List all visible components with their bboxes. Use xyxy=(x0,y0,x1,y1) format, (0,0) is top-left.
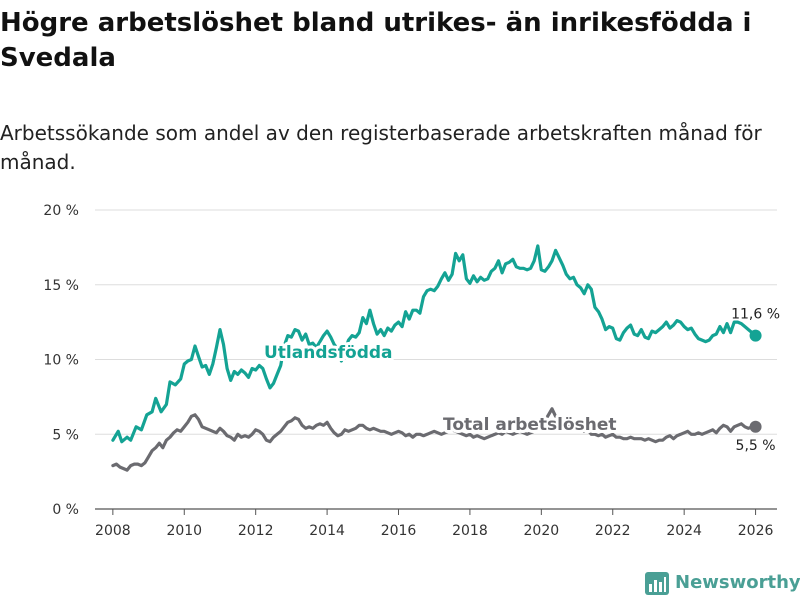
bar-chart-logo-icon xyxy=(645,572,669,595)
series-name-label-total: Total arbetslöshet xyxy=(443,415,617,435)
x-tick-label: 2022 xyxy=(595,523,631,539)
series-name-label-utlandsfodda: Utlandsfödda xyxy=(264,343,393,363)
newsworthy-logo[interactable]: Newsworthy xyxy=(645,569,800,595)
x-tick-label: 2014 xyxy=(309,523,345,539)
x-tick-label: 2010 xyxy=(166,523,202,539)
series-end-label-total: 5,5 % xyxy=(736,438,776,454)
y-tick-label: 0 % xyxy=(52,502,79,518)
chart-title: Högre arbetslöshet bland utrikes- än inr… xyxy=(0,8,752,73)
y-tick-label: 10 % xyxy=(43,353,79,369)
y-tick-label: 5 % xyxy=(52,427,79,443)
series-name-halo-utlandsfodda: Utlandsfödda xyxy=(264,343,393,363)
series-end-point-utlandsfodda xyxy=(749,329,762,342)
x-tick-label: 2008 xyxy=(95,523,131,539)
x-tick-label: 2020 xyxy=(524,523,560,539)
label-layer: 11,6 %5,5 %UtlandsföddaUtlandsföddaTotal… xyxy=(261,307,780,454)
grid-layer xyxy=(95,209,777,510)
series-line-utlandsfodda xyxy=(111,244,758,444)
x-tick-label: 2018 xyxy=(452,523,488,539)
y-tick-label: 15 % xyxy=(43,278,79,294)
x-tick-label: 2026 xyxy=(738,523,774,539)
series-layer xyxy=(111,244,762,472)
brand-name: Newsworthy xyxy=(675,571,800,593)
y-tick-label: 20 % xyxy=(43,203,79,219)
series-end-label-utlandsfodda: 11,6 % xyxy=(731,307,780,323)
axis-layer: 0 % 5 % 10 % 15 % 20 % 2008 2010 2012 2014 2016 20… xyxy=(43,203,773,539)
x-tick-label: 2016 xyxy=(381,523,417,539)
series-end-point-total xyxy=(749,420,762,433)
series-name-halo-total: Total arbetslöshet xyxy=(443,415,617,435)
x-tick-label: 2024 xyxy=(666,523,702,539)
chart-subtitle: Arbetssökande som andel av den registerb… xyxy=(0,121,762,174)
series-line-total xyxy=(111,407,758,472)
x-tick-label: 2012 xyxy=(238,523,274,539)
